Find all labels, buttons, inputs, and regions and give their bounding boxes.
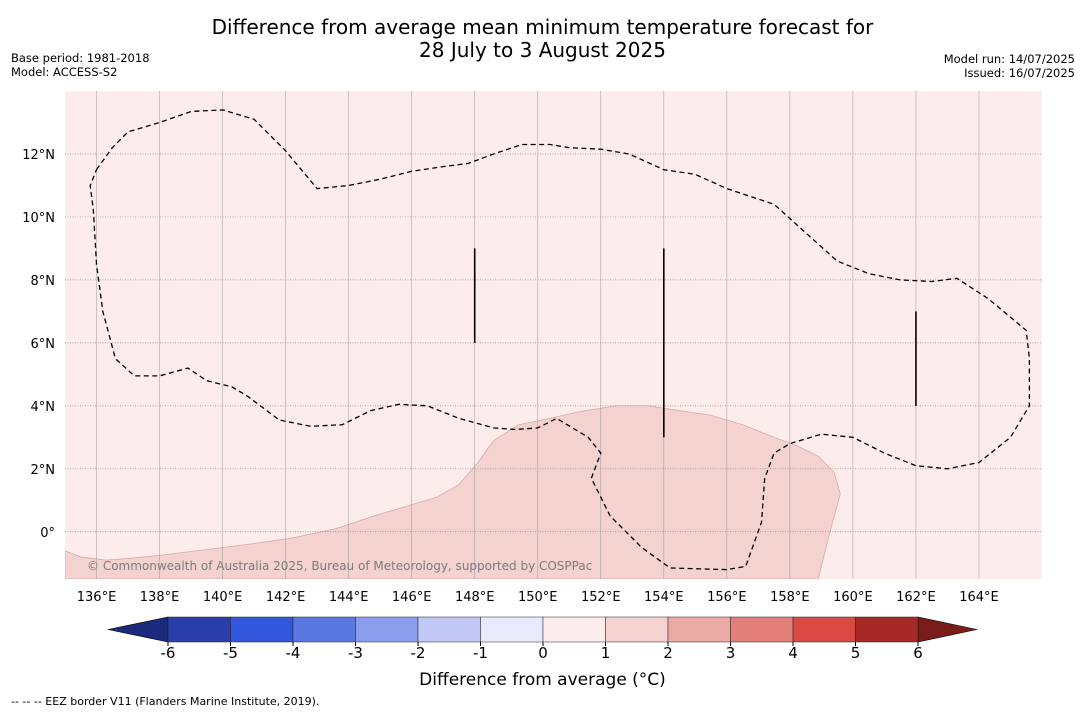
colorbar-segment bbox=[417, 616, 481, 643]
colorbar-segment bbox=[730, 616, 794, 643]
colorbar-segment bbox=[167, 616, 231, 643]
forecast-map: 136°E 138°E 140°E 142°E 144°E 146°E 148°E 150°E… bbox=[22, 91, 1042, 605]
colorbar-segment bbox=[230, 616, 294, 643]
colorbar-tick-label: -6 bbox=[161, 644, 176, 662]
colorbar-tick-label: -3 bbox=[348, 644, 363, 662]
colorbar-under-arrow bbox=[107, 616, 169, 643]
eez-footnote: -- -- -- EEZ border V11 (Flanders Marine… bbox=[11, 695, 320, 708]
lat-tick-label: 6°N bbox=[31, 337, 56, 352]
colorbar-tick-label: -1 bbox=[473, 644, 488, 662]
lon-tick-label: 156°E bbox=[707, 590, 747, 605]
colorbar-tick-label: 0 bbox=[538, 644, 548, 662]
colorbar-tick-label: 5 bbox=[851, 644, 861, 662]
issued-text: Issued: 16/07/2025 bbox=[964, 66, 1075, 80]
colorbar-tick-label: -5 bbox=[223, 644, 238, 662]
colorbar-label: Difference from average (°C) bbox=[419, 670, 666, 690]
colorbar-segment bbox=[855, 616, 919, 643]
lon-tick-label: 162°E bbox=[896, 590, 936, 605]
warm-anomaly-region bbox=[65, 405, 841, 579]
lon-tick-label: 164°E bbox=[959, 590, 999, 605]
lat-tick-label: 0° bbox=[40, 526, 55, 541]
lat-tick-label: 4°N bbox=[31, 400, 56, 415]
colorbar-tick-label: -4 bbox=[286, 644, 301, 662]
lon-tick-label: 154°E bbox=[644, 590, 684, 605]
colorbar-segment bbox=[792, 616, 856, 643]
lat-tick-label: 10°N bbox=[22, 211, 55, 226]
lon-tick-label: 152°E bbox=[581, 590, 621, 605]
base-period-text: Base period: 1981-2018 bbox=[11, 51, 150, 65]
map-title-line-2: 28 July to 3 August 2025 bbox=[419, 38, 666, 62]
lon-tick-label: 138°E bbox=[140, 590, 180, 605]
model-text: Model: ACCESS-S2 bbox=[11, 65, 118, 79]
lon-tick-label: 136°E bbox=[77, 590, 117, 605]
map-title-line-1: Difference from average mean minimum tem… bbox=[211, 15, 874, 39]
lat-tick-label: 12°N bbox=[22, 148, 55, 163]
model-run-text: Model run: 14/07/2025 bbox=[943, 52, 1075, 66]
colorbar-segment bbox=[542, 616, 606, 643]
lon-tick-label: 158°E bbox=[770, 590, 810, 605]
lat-tick-label: 2°N bbox=[31, 463, 56, 478]
colorbar-segment bbox=[667, 616, 731, 643]
lon-tick-label: 146°E bbox=[392, 590, 432, 605]
lon-tick-label: 142°E bbox=[266, 590, 306, 605]
colorbar-segment bbox=[605, 616, 669, 643]
colorbar-tick-label: 4 bbox=[788, 644, 798, 662]
colorbar-segment bbox=[355, 616, 419, 643]
colorbar-tick-label: 3 bbox=[726, 644, 736, 662]
colorbar-tick-label: 1 bbox=[601, 644, 611, 662]
lon-tick-label: 144°E bbox=[329, 590, 369, 605]
colorbar-over-arrow bbox=[917, 616, 978, 643]
meta-left: Base period: 1981-2018 Model: ACCESS-S2 bbox=[11, 51, 150, 79]
colorbar-segment bbox=[480, 616, 544, 643]
colorbar-segment bbox=[292, 616, 356, 643]
lon-tick-label: 160°E bbox=[833, 590, 873, 605]
colorbar-tick-label: -2 bbox=[411, 644, 426, 662]
colorbar-tick-label: 6 bbox=[913, 644, 923, 662]
lon-tick-label: 140°E bbox=[203, 590, 243, 605]
lat-tick-label: 8°N bbox=[31, 274, 56, 289]
meta-right: Model run: 14/07/2025 Issued: 16/07/2025 bbox=[944, 52, 1075, 80]
colorbar-tick-label: 2 bbox=[663, 644, 673, 662]
copyright-text: © Commonwealth of Australia 2025, Bureau… bbox=[87, 559, 592, 573]
lon-tick-label: 150°E bbox=[518, 590, 558, 605]
lon-tick-label: 148°E bbox=[455, 590, 495, 605]
